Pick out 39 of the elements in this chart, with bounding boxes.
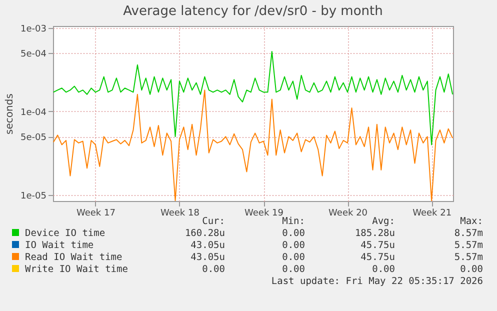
text: Min: (281, 216, 305, 228)
text: 0.00 (371, 264, 395, 276)
legend-label: Write IO Wait time (24, 264, 129, 276)
text: Cur: (202, 216, 225, 227)
text: Last update: Fri May 22 05:35:17 2026 (270, 276, 484, 288)
text: 185.28u (354, 228, 395, 240)
line-series (53, 51, 453, 146)
text: 43.05u (190, 240, 225, 252)
x-tick-label: Week 17 (76, 208, 116, 218)
legend-label: Device IO time (24, 228, 106, 240)
text: 0.00 (201, 264, 225, 276)
y-tick-label: 1e-05 (20, 192, 46, 202)
chart-title: Average latency for /dev/sr0 - by month (123, 4, 383, 19)
legend-label: IO Wait time (24, 240, 95, 252)
text: 0.00 (459, 264, 483, 276)
y-axis-title: seconds (4, 94, 16, 134)
text: 0.00 (281, 252, 305, 264)
text: 0.00 (281, 240, 305, 252)
text: 45.75u (360, 252, 395, 264)
y-tick-label: 5e-05 (20, 133, 46, 144)
text: Max: (460, 216, 483, 227)
line-series (53, 90, 453, 201)
y-tick-label: 1e-03 (20, 24, 46, 34)
text: 43.05u (190, 252, 225, 264)
x-tick-label: Week 18 (160, 208, 200, 218)
text: 160.28u (184, 228, 225, 240)
text: Avg: (372, 216, 395, 227)
legend-label: Read IO Wait time (24, 252, 124, 264)
x-tick-label: Week 19 (244, 208, 284, 218)
text: 5.57m (453, 252, 483, 264)
y-tick-label: 1e-04 (20, 108, 47, 118)
x-tick-label: Week 20 (328, 208, 368, 218)
text: 0.00 (281, 264, 305, 276)
y-tick-label: 5e-04 (20, 49, 47, 60)
text: 5.57m (453, 240, 483, 252)
text: 0.00 (281, 228, 305, 240)
text: 8.57m (453, 228, 483, 240)
text: 45.75u (360, 240, 395, 252)
x-tick-label: Week 21 (412, 208, 452, 218)
